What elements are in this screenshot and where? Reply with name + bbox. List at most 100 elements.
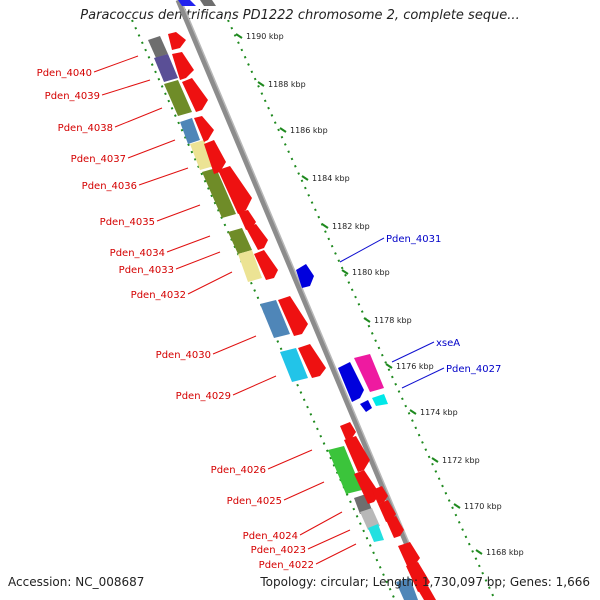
gene-arrow[interactable]	[168, 32, 186, 50]
leader-line	[315, 543, 357, 565]
tick-mark	[475, 549, 483, 555]
gene-label-right[interactable]: Pden_4027	[446, 364, 501, 375]
gene-label-left[interactable]: Pden_4037	[71, 154, 126, 165]
tick-mark	[279, 127, 287, 133]
gene-label-left[interactable]: Pden_4024	[243, 531, 298, 542]
gene-block[interactable]	[154, 54, 178, 82]
gene-label-left[interactable]: Pden_4036	[82, 181, 137, 192]
gene-block[interactable]	[396, 578, 418, 600]
leader-line	[232, 375, 277, 396]
tick-mark	[363, 317, 371, 323]
gene-arrow[interactable]	[178, 0, 196, 6]
leader-line	[156, 204, 201, 222]
gene-block[interactable]	[164, 80, 192, 116]
tick-label: 1178 kbp	[374, 316, 412, 325]
gene-arrow[interactable]	[298, 344, 326, 378]
tick-label: 1182 kbp	[332, 222, 370, 231]
gene-arrow-reverse[interactable]	[296, 264, 314, 288]
leader-line	[339, 237, 385, 263]
tick-label: 1174 kbp	[420, 408, 458, 417]
tick-mark	[385, 363, 393, 369]
tick-mark	[257, 81, 265, 87]
gene-arrow[interactable]	[200, 0, 216, 6]
leader-line	[101, 79, 151, 96]
gene-arrow[interactable]	[386, 516, 404, 538]
gene-block[interactable]	[280, 348, 308, 382]
gene-arrow[interactable]	[246, 224, 268, 250]
tick-mark	[321, 223, 329, 229]
leader-line	[127, 139, 176, 159]
gene-label-left[interactable]: Pden_4030	[156, 350, 211, 361]
gene-label-left[interactable]: Pden_4023	[251, 545, 306, 556]
gene-label-right[interactable]: Pden_4031	[386, 234, 441, 245]
map-title: Paracoccus denitrificans PD1222 chromoso…	[80, 8, 520, 23]
gene-block-xsea[interactable]	[354, 354, 384, 392]
gene-block[interactable]	[148, 36, 168, 58]
leader-line	[138, 167, 189, 186]
gene-arrow[interactable]	[344, 436, 370, 472]
tick-label: 1170 kbp	[464, 502, 502, 511]
tick-mark	[301, 175, 309, 181]
gene-block[interactable]	[180, 118, 200, 144]
gene-arrow-reverse[interactable]	[338, 362, 364, 402]
leader-line	[283, 481, 325, 501]
tick-label: 1180 kbp	[352, 268, 390, 277]
gene-block[interactable]	[368, 524, 384, 542]
gene-label-left[interactable]: Pden_4033	[119, 265, 174, 276]
gene-arrow[interactable]	[418, 586, 436, 600]
gene-label-left[interactable]: Pden_4025	[227, 496, 282, 507]
gene-label-left[interactable]: Pden_4026	[211, 465, 266, 476]
gene-arrow[interactable]	[254, 250, 278, 280]
gene-block[interactable]	[202, 168, 236, 218]
gene-block-pden4027[interactable]	[372, 394, 388, 406]
tick-label: 1190 kbp	[246, 32, 284, 41]
gene-label-left[interactable]: Pden_4040	[37, 68, 92, 79]
tick-label: 1172 kbp	[442, 456, 480, 465]
tick-label: 1184 kbp	[312, 174, 350, 183]
gene-arrow[interactable]	[372, 486, 388, 504]
gene-block[interactable]	[360, 508, 380, 530]
gene-block[interactable]	[190, 140, 214, 170]
leader-line	[401, 367, 445, 389]
gene-arrow[interactable]	[406, 562, 430, 592]
gene-block[interactable]	[238, 250, 262, 282]
gene-arrow[interactable]	[378, 500, 396, 522]
gene-block[interactable]	[228, 228, 252, 254]
gene-arrow[interactable]	[398, 542, 420, 568]
tick-mark	[341, 269, 349, 275]
leader-line	[187, 271, 233, 295]
gene-arrow[interactable]	[204, 140, 226, 174]
gene-label-left[interactable]: Pden_4038	[58, 123, 113, 134]
gene-arrow[interactable]	[194, 116, 214, 142]
tick-mark	[235, 33, 243, 39]
gene-arrow[interactable]	[238, 210, 256, 230]
leader-line	[114, 107, 163, 128]
gene-label-left[interactable]: Pden_4032	[131, 290, 186, 301]
gene-label-left[interactable]: Pden_4034	[110, 248, 165, 259]
gene-arrow[interactable]	[278, 296, 308, 336]
gene-label-right[interactable]: xseA	[436, 338, 460, 349]
gene-block[interactable]	[260, 300, 290, 338]
gene-block[interactable]	[328, 446, 362, 494]
gene-arrow[interactable]	[218, 166, 252, 214]
gene-arrow[interactable]	[340, 422, 356, 440]
gene-label-left[interactable]: Pden_4039	[45, 91, 100, 102]
leader-line	[391, 341, 435, 363]
leader-line	[212, 335, 257, 355]
leader-line	[175, 251, 221, 270]
gene-arrow[interactable]	[172, 52, 194, 80]
gene-label-left[interactable]: Pden_4029	[176, 391, 231, 402]
leader-line	[166, 235, 211, 253]
tick-label: 1168 kbp	[486, 548, 524, 557]
gene-arrow-reverse[interactable]	[360, 400, 372, 412]
gene-label-left[interactable]: Pden_4035	[100, 217, 155, 228]
gene-arrow[interactable]	[182, 78, 208, 112]
gene-label-left[interactable]: Pden_4022	[259, 560, 314, 571]
tick-label: 1186 kbp	[290, 126, 328, 135]
leader-line	[267, 449, 313, 470]
tick-mark	[431, 457, 439, 463]
gene-arrow[interactable]	[354, 470, 380, 504]
leader-line	[307, 529, 351, 550]
tick-label: 1188 kbp	[268, 80, 306, 89]
